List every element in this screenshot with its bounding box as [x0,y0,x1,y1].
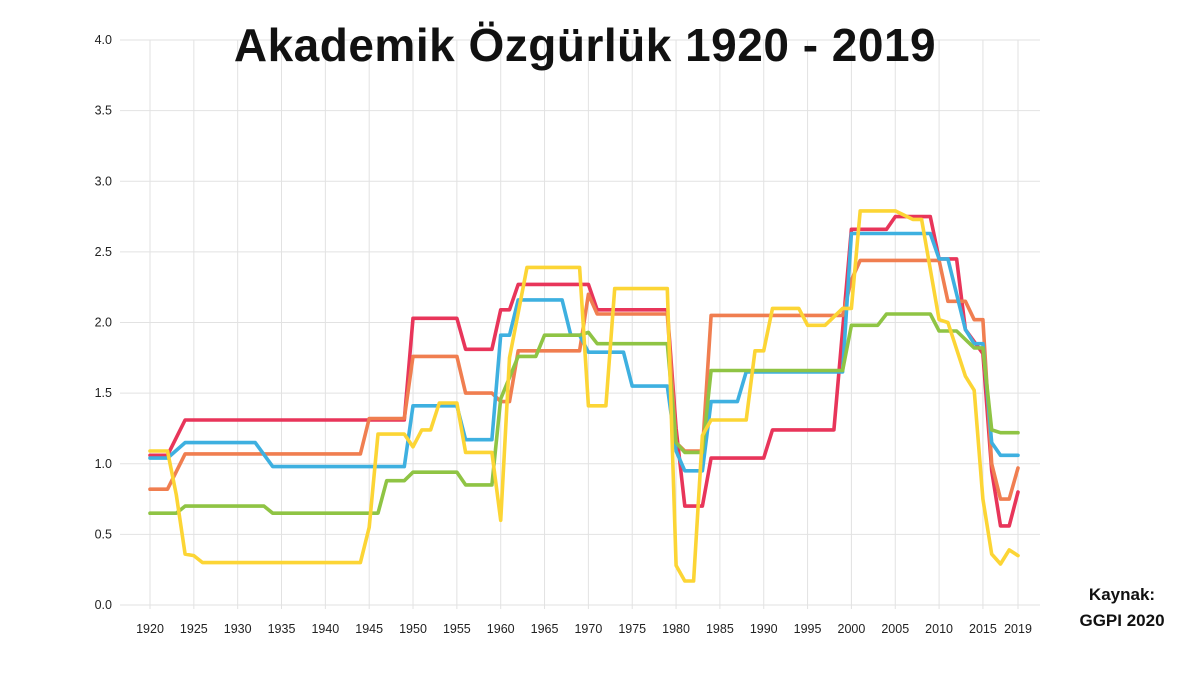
axis-tick-labels: 0.0 0.5 1.0 1.5 2.0 2.5 3.0 3.5 4.0 1920 1925 1930 1… [95,33,1032,636]
x-tick-label: 2010 [925,622,953,636]
x-tick-label: 1985 [706,622,734,636]
y-tick-label: 4.0 [95,33,112,47]
series-line-4 [148,312,1020,515]
y-tick-label: 1.5 [95,386,112,400]
y-tick-label: 2.0 [95,316,112,330]
x-tick-label: 1980 [662,622,690,636]
x-tick-label: 1970 [574,622,602,636]
series-line-5 [148,209,1020,583]
x-tick-label: 1920 [136,622,164,636]
x-tick-label: 1975 [618,622,646,636]
y-tick-label: 3.5 [95,104,112,118]
y-tick-label: 0.0 [95,598,112,612]
source-label: Kaynak: [1088,585,1156,604]
x-tick-label: 1995 [794,622,822,636]
x-tick-label: 2000 [838,622,866,636]
chart-title: Akademik Özgürlük 1920 - 2019 [233,19,937,71]
y-tick-label: 3.0 [95,174,112,188]
y-tick-label: 2.5 [95,245,112,259]
gridlines [120,39,1040,609]
x-tick-label: 1935 [268,622,296,636]
x-tick-label: 1925 [180,622,208,636]
x-tick-label: 2019 [1004,622,1032,636]
x-tick-label: 2015 [969,622,997,636]
x-tick-label: 2005 [881,622,909,636]
x-tick-label: 1990 [750,622,778,636]
x-tick-label: 1945 [355,622,383,636]
x-tick-label: 1950 [399,622,427,636]
x-tick-label: 1940 [311,622,339,636]
x-tick-label: 1965 [531,622,559,636]
source-note: Kaynak: GGPI 2020 [1062,582,1182,635]
x-tick-label: 1955 [443,622,471,636]
x-tick-label: 1960 [487,622,515,636]
x-tick-label: 1930 [224,622,252,636]
series-line-1 [148,214,1020,528]
series-line-3 [148,231,1020,473]
y-tick-label: 0.5 [95,527,112,541]
series-lines [148,209,1020,583]
y-tick-label: 1.0 [95,457,112,471]
source-value: GGPI 2020 [1079,611,1165,631]
